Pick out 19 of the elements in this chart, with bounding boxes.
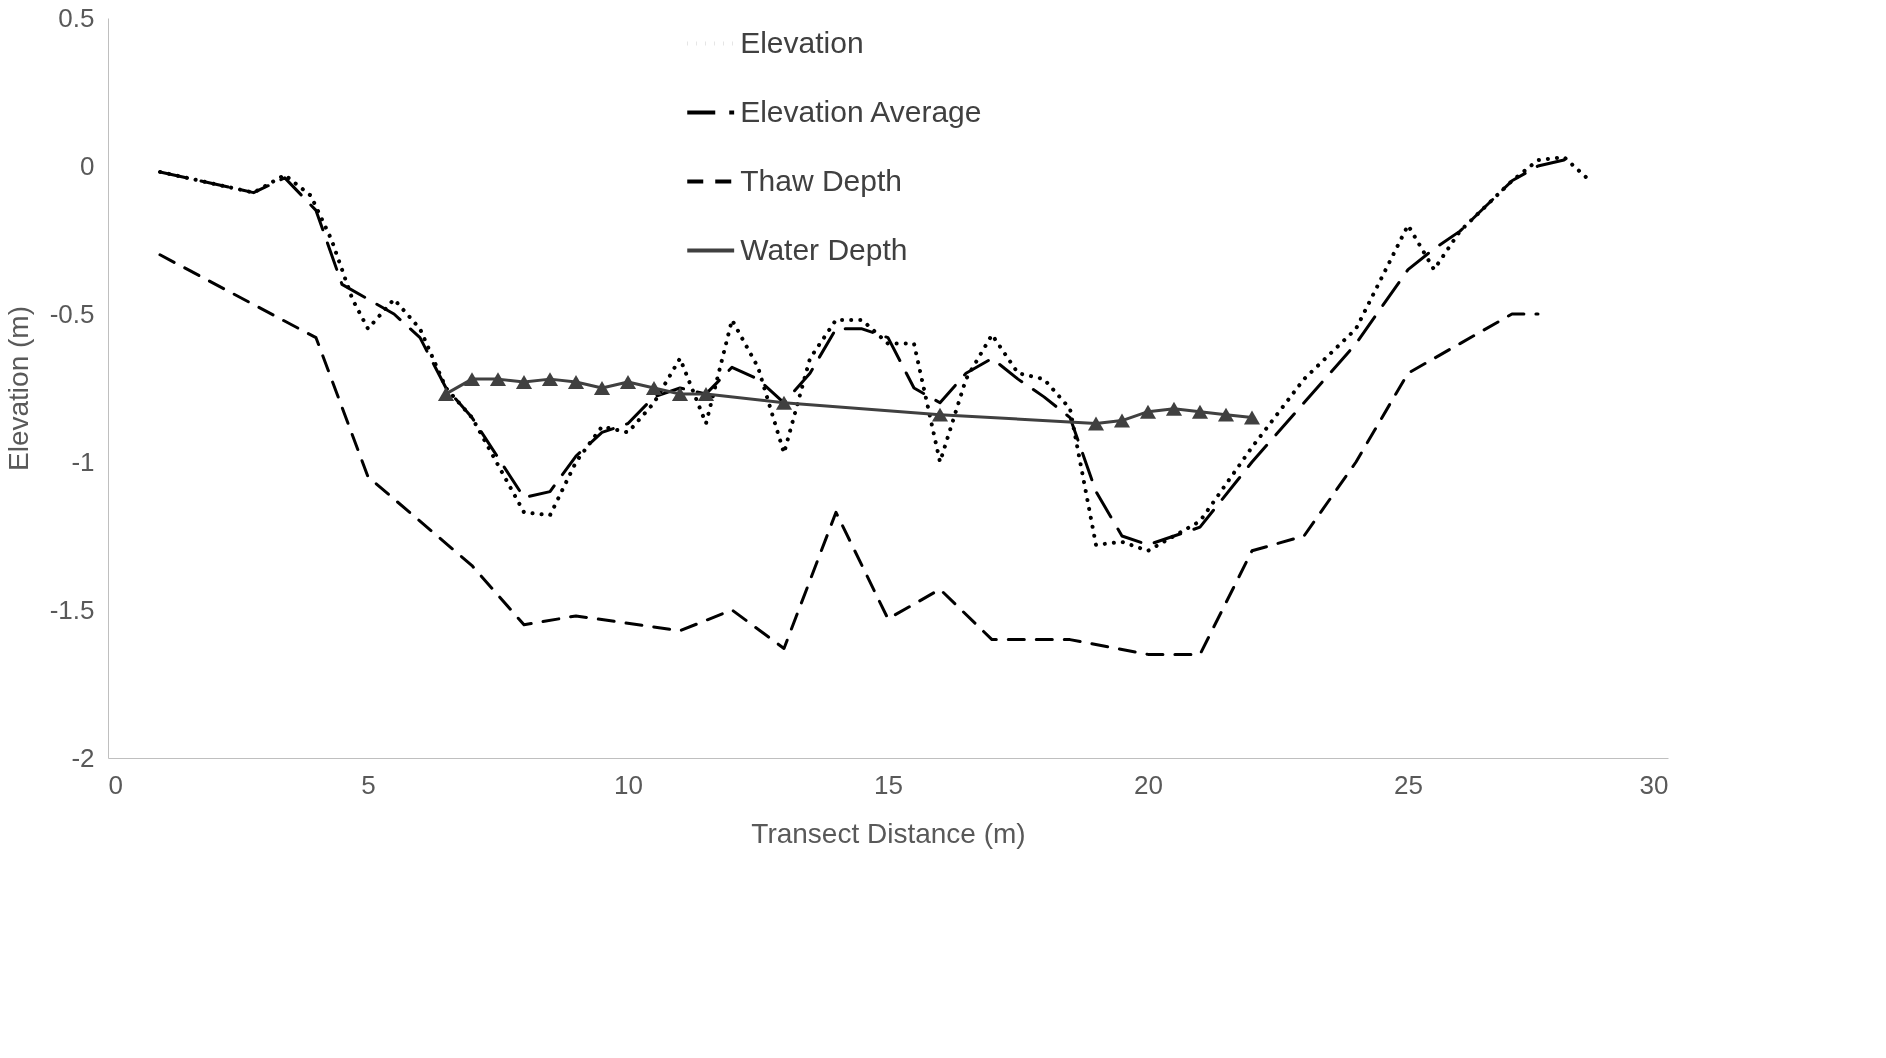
x-tick-label: 30: [1639, 769, 1669, 800]
x-axis-title: Transect Distance (m): [751, 817, 1026, 849]
y-tick-label: 0.5: [58, 2, 95, 33]
legend-label: Water Depth: [740, 232, 908, 266]
x-tick-label: 20: [1134, 769, 1163, 800]
x-tick-label: 25: [1394, 769, 1423, 800]
x-tick-label: 5: [361, 769, 376, 800]
legend-label: Elevation Average: [740, 94, 982, 128]
x-tick-label: 0: [108, 769, 123, 800]
x-tick-label: 15: [874, 769, 903, 800]
x-tick-label: 10: [614, 769, 643, 800]
y-tick-label: -0.5: [49, 298, 95, 329]
y-tick-label: -2: [71, 742, 95, 773]
y-tick-label: 0: [80, 150, 95, 181]
y-tick-label: -1: [71, 446, 95, 477]
y-tick-label: -1.5: [49, 594, 95, 625]
legend-label: Thaw Depth: [740, 163, 902, 197]
legend-label: Elevation: [740, 25, 864, 59]
y-axis-title: Elevation (m): [2, 306, 34, 471]
